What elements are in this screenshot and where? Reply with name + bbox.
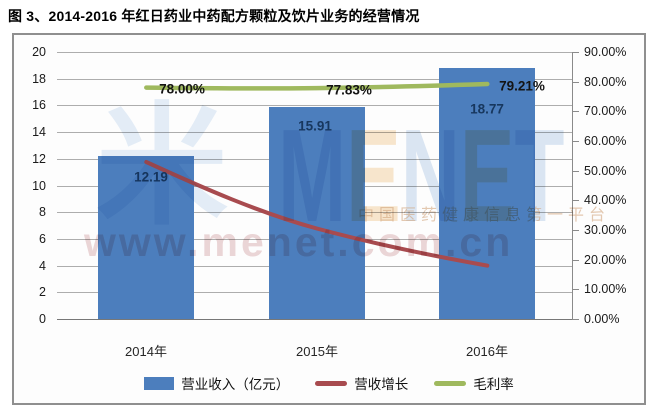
chart-legend: 营业收入（亿元） 营收增长 毛利率	[14, 373, 644, 393]
margin-label-2016: 79.21%	[499, 78, 545, 94]
x-axis-label-2015: 2015年	[296, 344, 338, 359]
gridline	[57, 52, 573, 53]
left-axis-tick-label: 0	[39, 312, 46, 326]
axis-tick	[572, 200, 579, 202]
legend-label: 营业收入（亿元）	[181, 377, 290, 392]
left-axis-tick-label: 8	[39, 205, 46, 220]
chart-frame: 20 18 16 14 12 10 8 6 4 2 0 90.00% 80.00…	[12, 33, 646, 405]
bar-value-label-2014: 12.19	[134, 169, 168, 185]
chart-title: 图 3、2014-2016 年红日药业中药配方颗粒及饮片业务的经营情况	[8, 8, 420, 24]
bar-2014	[98, 156, 194, 319]
right-axis-line	[572, 52, 573, 319]
left-axis-tick-label: 6	[39, 231, 46, 246]
left-axis-tick-label: 2	[39, 285, 46, 300]
legend-item-growth: 营收增长	[315, 373, 408, 393]
right-axis-tick-label: 80.00%	[584, 74, 627, 89]
bar-2016	[439, 68, 535, 319]
right-axis-tick-label: 50.00%	[584, 163, 627, 178]
right-axis-tick-label: 10.00%	[584, 282, 627, 297]
legend-green-line-swatch-icon	[434, 380, 467, 386]
axis-tick	[572, 230, 579, 231]
right-axis-tick-label: 30.00%	[584, 223, 627, 237]
gross-margin-line	[144, 81, 490, 91]
left-axis-tick-label: 18	[32, 71, 46, 86]
margin-label-2015: 77.83%	[326, 82, 372, 98]
margin-label-2014: 78.00%	[159, 81, 205, 97]
axis-tick	[572, 319, 579, 320]
left-axis-tick-label: 14	[32, 125, 46, 140]
axis-tick	[572, 52, 579, 53]
left-axis-tick-label: 16	[32, 98, 46, 113]
line-series-layer	[144, 81, 490, 268]
axis-tick	[572, 289, 579, 291]
left-axis-tick-label: 10	[32, 178, 46, 193]
legend-item-margin: 毛利率	[434, 373, 514, 393]
legend-label: 营收增长	[354, 377, 409, 392]
left-axis-tick-label: 20	[32, 45, 46, 59]
right-axis-tick-label: 20.00%	[584, 252, 627, 267]
x-axis-label-2016: 2016年	[466, 344, 508, 359]
left-axis-tick-label: 12	[32, 151, 46, 166]
legend-item-revenue: 营业收入（亿元）	[144, 373, 289, 393]
x-axis-line	[57, 319, 573, 320]
bar-value-label-2016: 18.77	[470, 101, 504, 117]
right-axis-tick-label: 70.00%	[584, 104, 627, 119]
bar-value-label-2015: 15.91	[298, 118, 332, 134]
right-axis-tick-label: 0.00%	[584, 312, 620, 326]
bar-2015	[269, 106, 365, 319]
legend-label: 毛利率	[473, 377, 514, 392]
right-axis-tick-label: 40.00%	[584, 193, 627, 208]
gridline	[57, 78, 573, 80]
legend-bar-swatch-icon	[144, 376, 175, 390]
axis-tick	[572, 141, 579, 142]
left-axis-tick-label: 4	[39, 258, 46, 273]
axis-tick	[572, 170, 579, 172]
gridline	[57, 105, 573, 107]
axis-tick	[572, 81, 579, 83]
axis-tick	[572, 111, 579, 113]
axis-tick	[572, 259, 579, 261]
right-axis-tick-label: 60.00%	[584, 134, 627, 148]
revenue-growth-line	[144, 160, 490, 268]
x-axis-label-2014: 2014年	[125, 344, 167, 359]
right-axis-tick-label: 90.00%	[584, 45, 627, 59]
legend-red-line-swatch-icon	[315, 380, 348, 386]
plot-area: 20 18 16 14 12 10 8 6 4 2 0 90.00% 80.00…	[14, 35, 644, 403]
